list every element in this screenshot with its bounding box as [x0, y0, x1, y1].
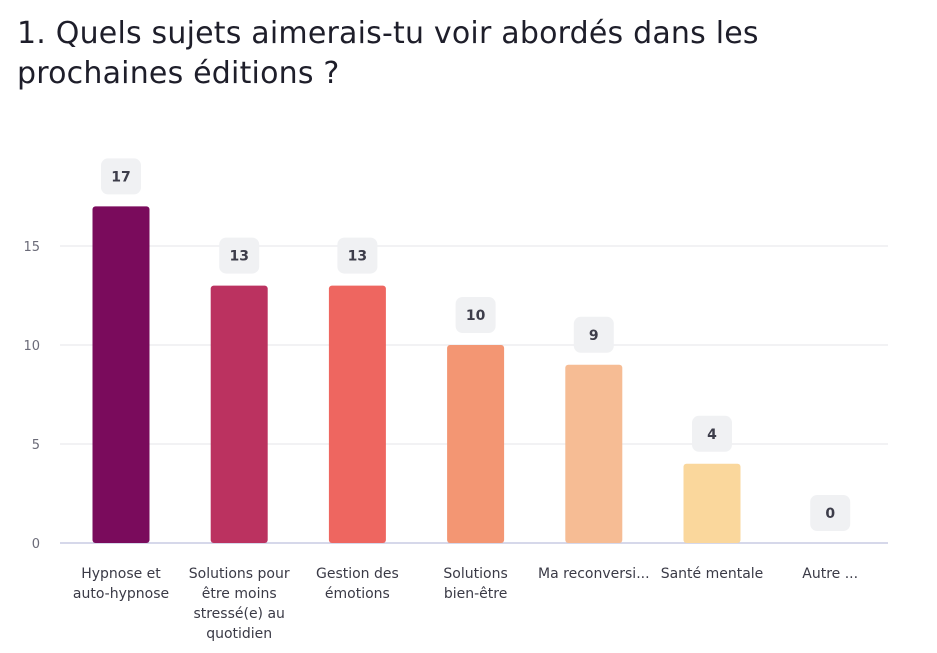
- y-tick-label: 10: [23, 339, 40, 354]
- bar: [447, 345, 505, 543]
- bar: [328, 285, 386, 543]
- y-tick-label: 5: [32, 438, 40, 453]
- value-label-bubble: [573, 316, 614, 353]
- value-label: 17: [111, 169, 130, 185]
- bar: [210, 285, 268, 543]
- value-label-bubble: [455, 297, 496, 333]
- value-label-bubble: [692, 415, 732, 452]
- x-tick-label: être moins: [202, 586, 277, 602]
- x-tick-label: Hypnose et: [81, 566, 161, 582]
- value-label-bubble: [337, 237, 378, 274]
- x-tick-label: auto-hypnose: [73, 586, 169, 602]
- value-label: 13: [348, 249, 367, 265]
- x-tick-label: émotions: [325, 586, 390, 602]
- value-label-bubble: [219, 237, 260, 274]
- x-tick-label: stressé(e) au: [193, 606, 285, 622]
- x-tick-label: bien-être: [444, 586, 507, 602]
- value-label: 13: [229, 249, 248, 265]
- x-tick-label: Autre ...: [802, 566, 858, 582]
- value-label: 10: [466, 308, 486, 324]
- x-tick-label: Solutions: [443, 566, 507, 582]
- y-tick-label: 0: [32, 537, 40, 552]
- bar: [92, 206, 150, 543]
- x-tick-label: Solutions pour: [189, 566, 290, 582]
- value-label-bubble: [810, 495, 851, 531]
- value-label: 0: [825, 506, 835, 522]
- page-title: 1. Quels sujets aimerais-tu voir abordés…: [17, 16, 759, 91]
- x-tick-label: Ma reconversi...: [538, 566, 650, 582]
- value-label-bubble: [101, 158, 141, 195]
- bar: [565, 364, 623, 543]
- y-tick-label: 15: [23, 240, 40, 255]
- value-label: 4: [707, 427, 717, 443]
- x-tick-label: Gestion des: [316, 566, 399, 582]
- value-label: 9: [589, 328, 599, 344]
- x-tick-label: quotidien: [206, 626, 272, 642]
- bar: [683, 463, 741, 543]
- x-tick-label: Santé mentale: [661, 566, 764, 582]
